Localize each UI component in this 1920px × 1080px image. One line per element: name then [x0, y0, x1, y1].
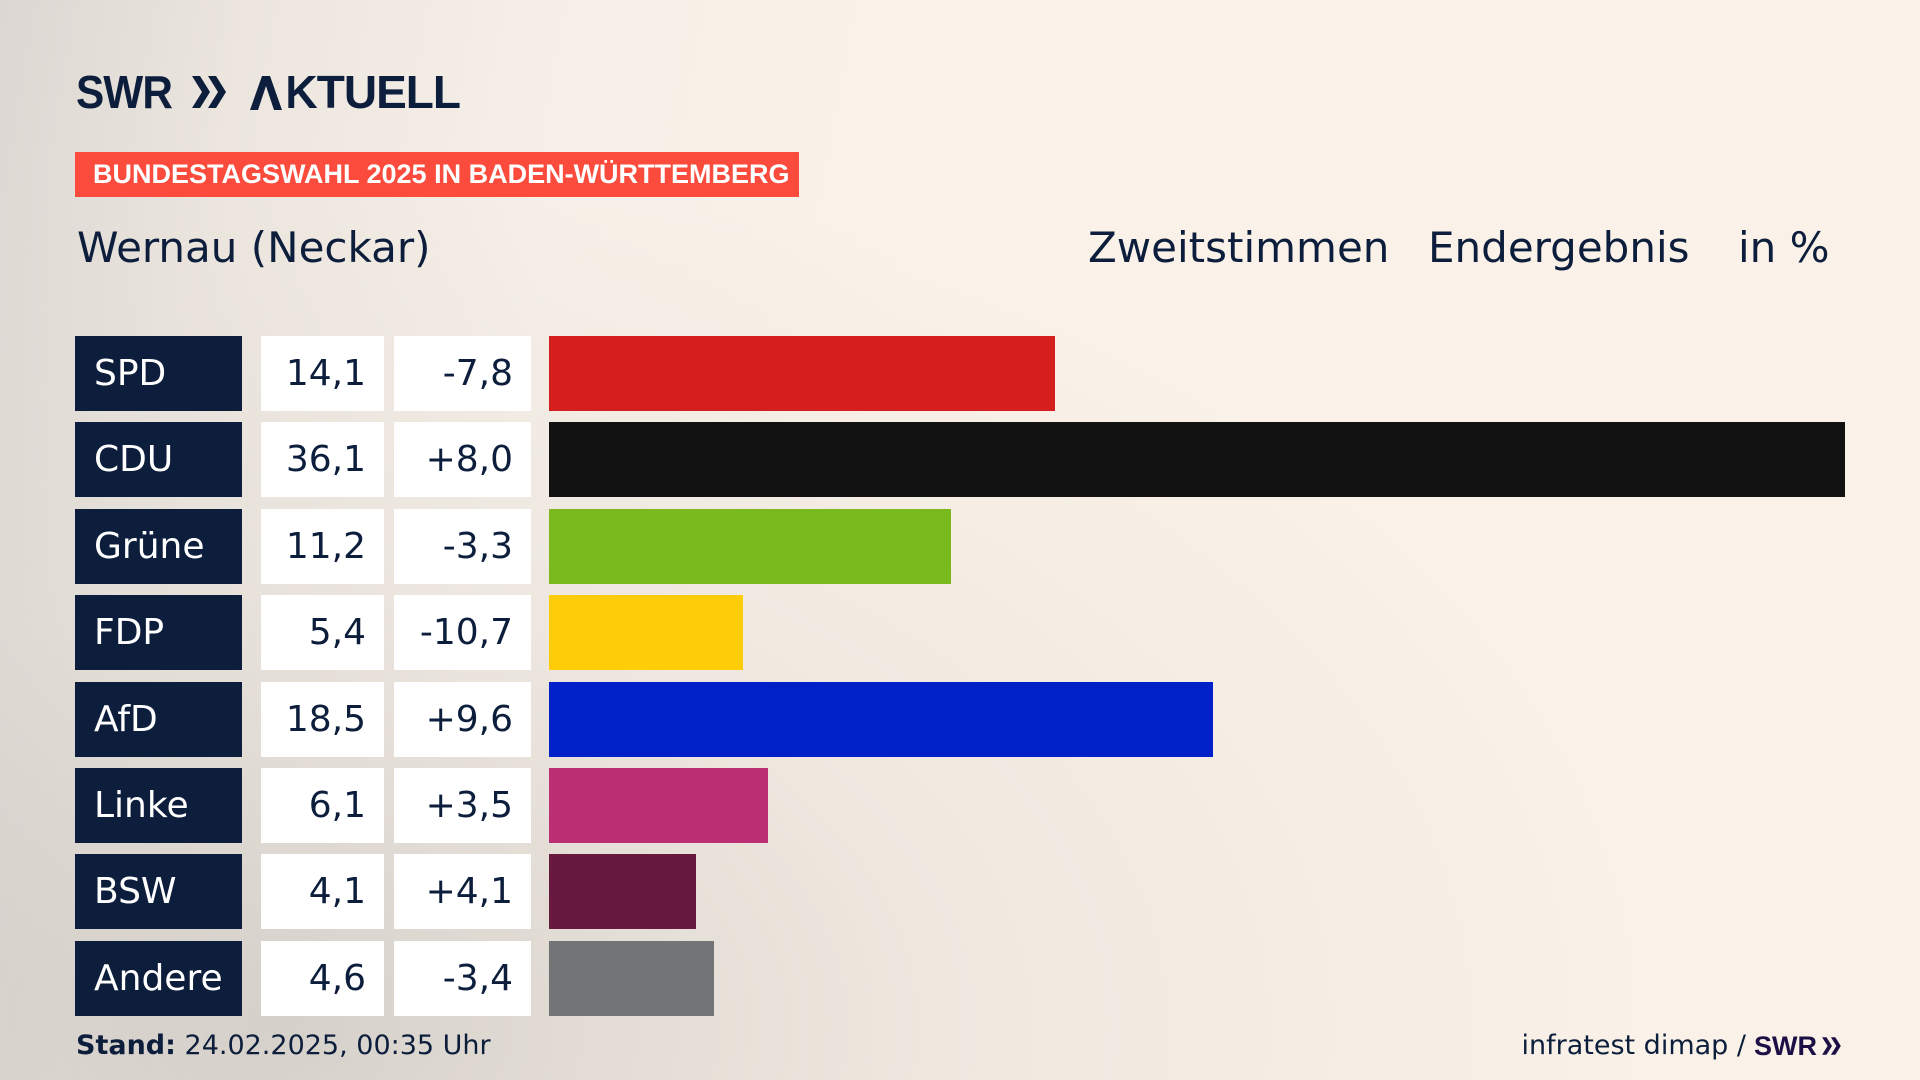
vote-change-value: -3,3: [394, 508, 531, 584]
result-row: Linke 6,1 +3,5: [0, 768, 1920, 843]
vote-change-value: +8,0: [394, 422, 531, 498]
municipality-title: Wernau (Neckar): [77, 223, 431, 272]
vote-change-value: +4,1: [394, 854, 531, 930]
result-row: CDU 36,1 +8,0: [0, 422, 1920, 498]
vote-type-label: Zweitstimmen: [1088, 223, 1390, 272]
result-bar: [549, 854, 697, 930]
stand-value: 24.02.2025, 00:35 Uhr: [184, 1030, 491, 1061]
party-label: SPD: [75, 336, 242, 411]
vote-share-value: 4,6: [261, 940, 384, 1016]
stand-timestamp: Stand: 24.02.2025, 00:35 Uhr: [76, 1026, 491, 1066]
result-row: SPD 14,1 -7,8: [0, 336, 1920, 411]
election-banner: BUNDESTAGSWAHL 2025 IN BADEN-WÜRTTEMBERG: [75, 152, 799, 197]
footer-swr-logo: SWR: [1754, 1026, 1844, 1066]
vote-share-value: 14,1: [261, 336, 384, 411]
vote-share-value: 5,4: [261, 595, 384, 671]
party-label: Linke: [75, 768, 242, 843]
footer-swr-text: SWR: [1754, 1031, 1817, 1061]
aktuell-lambda-a-icon: [250, 76, 283, 110]
party-label: AfD: [75, 681, 242, 757]
vote-share-value: 18,5: [261, 681, 384, 757]
result-bar: [549, 508, 952, 584]
swr-aktuell-logo: SWR AKTUELL: [76, 66, 460, 118]
result-status-label: Endergebnis: [1428, 223, 1690, 272]
result-row: Grüne 11,2 -3,3: [0, 508, 1920, 584]
party-label: Grüne: [75, 508, 242, 584]
vote-change-value: +3,5: [394, 768, 531, 843]
unit-label: in %: [1738, 223, 1830, 272]
vote-share-value: 36,1: [261, 422, 384, 498]
result-row: FDP 5,4 -10,7: [0, 595, 1920, 671]
vote-share-value: 11,2: [261, 508, 384, 584]
vote-share-value: 4,1: [261, 854, 384, 930]
result-bar: [549, 940, 715, 1016]
result-bar: [549, 768, 768, 843]
double-chevron-icon: [192, 76, 227, 108]
stand-label: Stand:: [76, 1030, 176, 1061]
result-bar: [549, 422, 1845, 498]
party-label: CDU: [75, 422, 242, 498]
source-text: infratest dimap /: [1521, 1030, 1746, 1061]
party-label: Andere: [75, 940, 242, 1016]
party-label: FDP: [75, 595, 242, 671]
vote-change-value: -10,7: [394, 595, 531, 671]
result-row: BSW 4,1 +4,1: [0, 854, 1920, 930]
logo-aktuell-text: AKTUELL: [252, 66, 460, 118]
double-chevron-icon: [1822, 1037, 1841, 1055]
party-label: BSW: [75, 854, 242, 930]
result-bar: [549, 336, 1056, 411]
result-row: Andere 4,6 -3,4: [0, 940, 1920, 1016]
logo-swr-text: SWR: [76, 66, 173, 118]
source-credit: infratest dimap / SWR: [1521, 1026, 1844, 1066]
vote-change-value: -3,4: [394, 940, 531, 1016]
vote-change-value: -7,8: [394, 336, 531, 411]
result-bar: [549, 595, 743, 671]
result-row: AfD 18,5 +9,6: [0, 681, 1920, 757]
vote-share-value: 6,1: [261, 768, 384, 843]
result-bar: [549, 681, 1214, 757]
vote-change-value: +9,6: [394, 681, 531, 757]
